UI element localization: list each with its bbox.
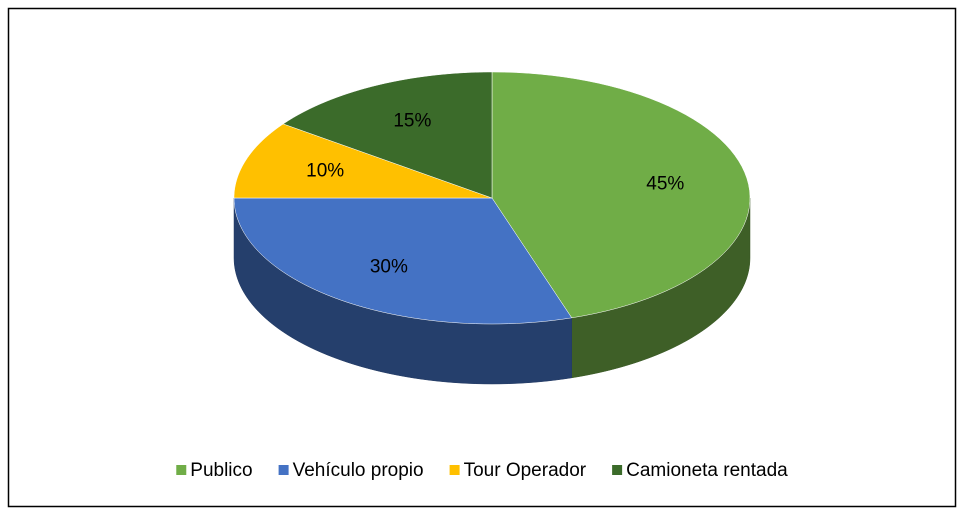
legend-label: Vehículo propio xyxy=(293,460,424,481)
data-label: 30% xyxy=(370,256,408,277)
pie-slice xyxy=(233,197,573,325)
legend-swatch xyxy=(449,465,460,475)
legend-swatch xyxy=(176,465,187,475)
pie-slice xyxy=(491,71,751,319)
legend-item: Publico xyxy=(176,460,253,481)
legend-item: Vehículo propio xyxy=(278,460,424,481)
legend-item: Camioneta rentada xyxy=(612,460,788,481)
legend: Publico Vehículo propio Tour Operador Camio… xyxy=(176,460,788,481)
pie-tops xyxy=(233,71,751,325)
legend-label: Publico xyxy=(190,460,252,481)
pie-slice xyxy=(233,123,493,199)
data-label: 10% xyxy=(306,161,344,182)
legend-swatch xyxy=(612,465,623,475)
legend-item: Tour Operador xyxy=(449,460,587,481)
legend-label: Tour Operador xyxy=(464,460,587,481)
legend-label: Camioneta rentada xyxy=(626,460,788,481)
data-label: 15% xyxy=(393,111,431,132)
data-label: 45% xyxy=(646,174,684,195)
data-labels: 45% 30% 10% 15% xyxy=(306,111,684,278)
legend-swatch xyxy=(278,465,289,475)
pie-slice xyxy=(282,71,493,199)
